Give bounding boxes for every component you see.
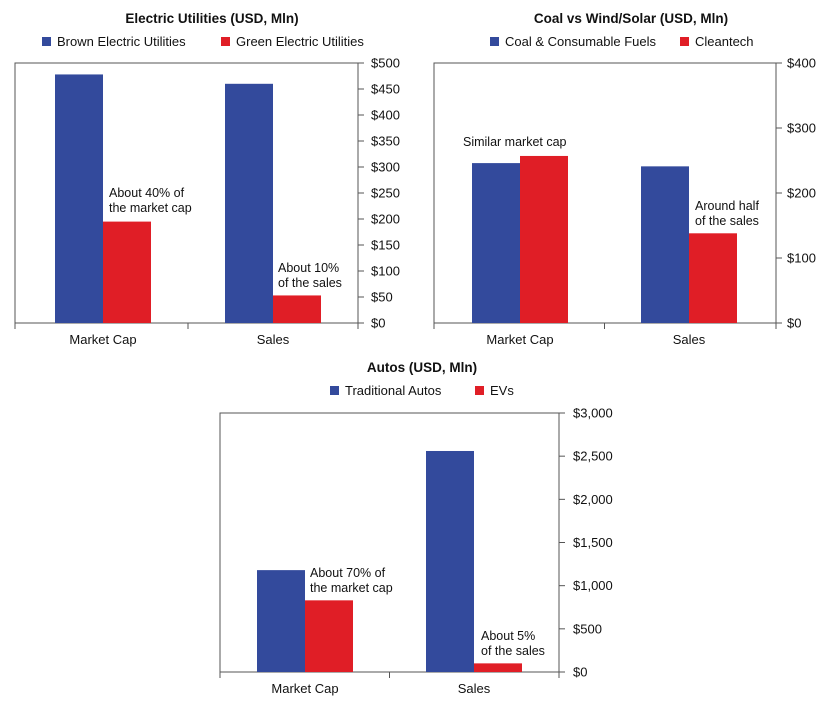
category-label: Market Cap bbox=[486, 332, 553, 347]
annotation: About 5% of the sales bbox=[481, 629, 545, 658]
y-tick-label: $1,000 bbox=[573, 578, 613, 593]
annotation: About 70% of the market cap bbox=[310, 566, 393, 595]
legend-swatch bbox=[330, 386, 339, 395]
y-tick-label: $450 bbox=[371, 82, 400, 97]
y-tick-label: $0 bbox=[371, 316, 385, 331]
legend-label: Traditional Autos bbox=[345, 383, 442, 398]
legend-swatch bbox=[475, 386, 484, 395]
bar-series2-2 bbox=[273, 295, 321, 323]
y-tick-label: $400 bbox=[787, 56, 816, 71]
legend-swatch bbox=[490, 37, 499, 46]
y-tick-label: $2,000 bbox=[573, 492, 613, 507]
annotation-line: Similar market cap bbox=[463, 135, 567, 149]
legend-label: EVs bbox=[490, 383, 514, 398]
bar-series2-1 bbox=[305, 600, 353, 672]
y-tick-label: $200 bbox=[787, 186, 816, 201]
y-tick-label: $200 bbox=[371, 212, 400, 227]
legend-swatch bbox=[42, 37, 51, 46]
annotation-line: About 40% of bbox=[109, 186, 185, 200]
y-tick-label: $0 bbox=[573, 665, 587, 680]
annotation-line: the market cap bbox=[109, 201, 192, 215]
y-tick-label: $0 bbox=[787, 316, 801, 331]
annotation-line: About 10% bbox=[278, 261, 339, 275]
bar-series1-1 bbox=[55, 74, 103, 323]
category-label: Sales bbox=[257, 332, 290, 347]
annotation-line: of the sales bbox=[278, 276, 342, 290]
annotation-line: About 5% bbox=[481, 629, 535, 643]
y-tick-label: $150 bbox=[371, 238, 400, 253]
annotation: About 40% of the market cap bbox=[109, 186, 192, 215]
legend-label: Cleantech bbox=[695, 34, 754, 49]
annotation-line: of the sales bbox=[481, 644, 545, 658]
y-tick-label: $1,500 bbox=[573, 535, 613, 550]
legend-label: Brown Electric Utilities bbox=[57, 34, 186, 49]
y-tick-label: $250 bbox=[371, 186, 400, 201]
annotation: About 10% of the sales bbox=[278, 261, 342, 290]
annotation-line: About 70% of bbox=[310, 566, 386, 580]
y-tick-label: $100 bbox=[371, 264, 400, 279]
annotation: Similar market cap bbox=[463, 135, 567, 149]
category-label: Market Cap bbox=[271, 681, 338, 696]
chart-3: Autos (USD, Mln) Traditional Autos EVs $0 $5… bbox=[219, 360, 613, 696]
category-label: Sales bbox=[458, 681, 491, 696]
legend-label: Green Electric Utilities bbox=[236, 34, 364, 49]
y-tick-label: $400 bbox=[371, 108, 400, 123]
y-tick-label: $350 bbox=[371, 134, 400, 149]
chart-1: Electric Utilities (USD, Mln) Brown Elect… bbox=[14, 11, 400, 347]
y-tick-label: $300 bbox=[371, 160, 400, 175]
chart-title: Autos (USD, Mln) bbox=[367, 360, 477, 375]
chart-title: Electric Utilities (USD, Mln) bbox=[125, 11, 298, 26]
chart-title: Coal vs Wind/Solar (USD, Mln) bbox=[534, 11, 728, 26]
category-label: Sales bbox=[673, 332, 706, 347]
y-tick-label: $500 bbox=[573, 621, 602, 636]
bar-series2-2 bbox=[689, 233, 737, 323]
legend-label: Coal & Consumable Fuels bbox=[505, 34, 657, 49]
y-tick-label: $100 bbox=[787, 251, 816, 266]
chart-2: Coal vs Wind/Solar (USD, Mln) Coal & Cons… bbox=[433, 11, 816, 347]
annotation: Around half of the sales bbox=[695, 199, 759, 228]
y-tick-label: $500 bbox=[371, 56, 400, 71]
bar-series1-2 bbox=[225, 83, 273, 323]
y-tick-label: $3,000 bbox=[573, 406, 613, 421]
y-tick-label: $50 bbox=[371, 290, 393, 305]
legend-swatch bbox=[680, 37, 689, 46]
bar-series1-2 bbox=[641, 166, 689, 323]
bar-series1-1 bbox=[257, 570, 305, 672]
bar-series2-1 bbox=[103, 221, 151, 323]
y-tick-label: $2,500 bbox=[573, 449, 613, 464]
bar-series1-2 bbox=[426, 450, 474, 672]
bar-series1-1 bbox=[472, 163, 520, 323]
annotation-line: the market cap bbox=[310, 581, 393, 595]
legend-swatch bbox=[221, 37, 230, 46]
y-tick-label: $300 bbox=[787, 121, 816, 136]
annotation-line: Around half bbox=[695, 199, 759, 213]
bar-series2-1 bbox=[520, 155, 568, 323]
annotation-line: of the sales bbox=[695, 214, 759, 228]
bar-series2-2 bbox=[474, 663, 522, 672]
category-label: Market Cap bbox=[69, 332, 136, 347]
